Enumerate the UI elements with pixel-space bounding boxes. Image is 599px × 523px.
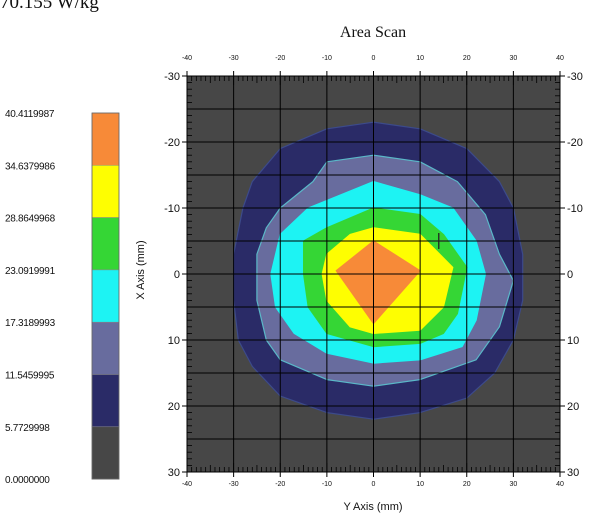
y-tick-label-right: 30 bbox=[567, 467, 579, 479]
x-tick-label-top: -20 bbox=[275, 55, 285, 62]
x-tick-label-top: -30 bbox=[229, 55, 239, 62]
x-tick-label-top: 0 bbox=[372, 55, 376, 62]
chart-title: Area Scan bbox=[340, 24, 406, 41]
legend-swatch bbox=[91, 321, 120, 375]
legend-label: 34.6379986 bbox=[5, 161, 56, 172]
y-tick-label-right: -20 bbox=[567, 137, 583, 149]
legend-label: 40.4119987 bbox=[5, 109, 55, 120]
legend-label: 0.0000000 bbox=[5, 475, 50, 486]
x-tick-label-bottom: 10 bbox=[416, 481, 424, 488]
x-tick-label-bottom: 30 bbox=[509, 481, 517, 488]
legend-swatch bbox=[91, 269, 120, 323]
x-tick-label-top: -10 bbox=[322, 55, 332, 62]
x-tick-label-bottom: -30 bbox=[229, 481, 239, 488]
y-tick-label-left: 30 bbox=[168, 467, 180, 479]
y-tick-label-right: 20 bbox=[567, 401, 579, 413]
y-tick-label-left: 10 bbox=[168, 335, 180, 347]
sar-value-label: 70.155 W/kg bbox=[0, 0, 99, 13]
x-tick-label-bottom: -40 bbox=[182, 481, 192, 488]
x-tick-label-bottom: 0 bbox=[372, 481, 376, 488]
legend-label: 28.8649968 bbox=[5, 214, 56, 225]
legend-label: 23.0919991 bbox=[5, 266, 56, 277]
x-tick-label-top: 20 bbox=[463, 55, 471, 62]
legend-frame bbox=[91, 112, 120, 480]
y-tick-label-left: 0 bbox=[174, 269, 180, 281]
x-tick-label-bottom: 20 bbox=[463, 481, 471, 488]
y-tick-label-right: 0 bbox=[567, 269, 573, 281]
y-tick-label-right: -30 bbox=[567, 71, 583, 83]
y-tick-label-left: -10 bbox=[164, 203, 180, 215]
y-tick-label-left: -30 bbox=[164, 71, 180, 83]
legend-swatch bbox=[91, 112, 120, 166]
y-tick-label-right: 10 bbox=[567, 335, 579, 347]
x-tick-label-top: 30 bbox=[509, 55, 517, 62]
color-legend: 40.4119987 34.6379986 28.8649968 23.0919991… bbox=[5, 109, 120, 486]
legend-swatch bbox=[91, 426, 120, 480]
y-tick-label-left: -20 bbox=[164, 137, 180, 149]
peak-marker-icon bbox=[430, 233, 447, 249]
x-tick-label-bottom: -10 bbox=[322, 481, 332, 488]
x-tick-label-top: 10 bbox=[416, 55, 424, 62]
legend-label: 5.7729998 bbox=[5, 423, 50, 434]
y-tick-label-left: 20 bbox=[168, 401, 180, 413]
x-tick-label-bottom: 40 bbox=[556, 481, 564, 488]
y-axis-label: X Axis (mm) bbox=[135, 240, 147, 299]
legend-label: 11.5459995 bbox=[5, 371, 55, 382]
legend-label: 17.3189993 bbox=[5, 318, 56, 329]
contour-layers bbox=[233, 121, 524, 420]
axis-ticks: -40-40-30-30-20-20-10-100010102020303040… bbox=[164, 55, 583, 488]
x-tick-label-top: 40 bbox=[556, 55, 564, 62]
x-tick-label-top: -40 bbox=[182, 55, 192, 62]
x-axis-label: Y Axis (mm) bbox=[343, 501, 402, 513]
x-tick-label-bottom: -20 bbox=[275, 481, 285, 488]
legend-swatch bbox=[91, 217, 120, 271]
legend-swatch bbox=[91, 374, 120, 428]
y-tick-label-right: -10 bbox=[567, 203, 583, 215]
legend-swatch bbox=[91, 165, 120, 218]
